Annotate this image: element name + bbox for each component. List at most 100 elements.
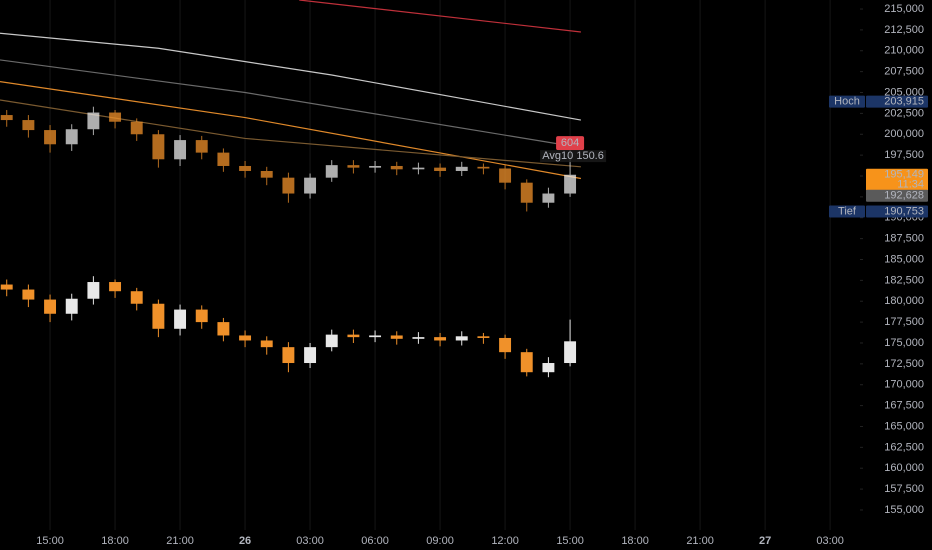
- x-tick-label: 15:00: [556, 535, 584, 547]
- candle-body: [477, 336, 490, 338]
- x-tick-label: 15:00: [36, 535, 64, 547]
- candle-body: [520, 182, 533, 203]
- y-tick-label: 210,000: [884, 45, 924, 57]
- candle-body: [195, 140, 208, 153]
- moving-average-line: [0, 32, 582, 121]
- candle-body: [347, 165, 360, 168]
- candle-body: [174, 309, 187, 329]
- candle-body: [282, 177, 295, 194]
- candle-body: [217, 322, 230, 336]
- candle-body: [564, 341, 577, 364]
- candle-body: [412, 167, 425, 170]
- candle-body: [455, 166, 468, 171]
- y-tick-label: 160,000: [884, 462, 924, 474]
- y-tick-label: 172,500: [884, 358, 924, 370]
- candle-body: [499, 337, 512, 353]
- candle-body: [542, 193, 555, 203]
- y-tick-label: 155,000: [884, 504, 924, 516]
- candle-body: [520, 352, 533, 373]
- y-tick-label: 175,000: [884, 337, 924, 349]
- candle-body: [130, 291, 143, 304]
- y-tick-label: 187,500: [884, 233, 924, 245]
- x-tick-label: 21:00: [166, 535, 194, 547]
- candle-body: [130, 121, 143, 135]
- candle-body: [369, 335, 382, 338]
- candle-set: [0, 106, 577, 212]
- badge-bg: [556, 136, 585, 151]
- x-tick-label: 18:00: [101, 535, 129, 547]
- candle-body: [87, 282, 100, 299]
- candle-body: [434, 167, 447, 171]
- y-tick-label: 167,500: [884, 400, 924, 412]
- x-tick-label: 18:00: [621, 535, 649, 547]
- y-tick-label: 180,000: [884, 295, 924, 307]
- candle-body: [44, 130, 57, 145]
- price-label-bg: [866, 168, 928, 191]
- candle-body: [152, 303, 165, 329]
- y-tick-label: 157,500: [884, 483, 924, 495]
- moving-average-line: [0, 99, 581, 168]
- price-label-name-bg: [829, 205, 865, 218]
- price-label: 195,149: [884, 169, 924, 181]
- badge-text: 604: [561, 137, 579, 149]
- candle-body: [65, 129, 78, 145]
- candle-body: [239, 165, 252, 171]
- price-label-bg: [866, 95, 928, 108]
- price-label: 190,753: [884, 205, 924, 217]
- candle-body: [22, 289, 35, 300]
- candle-body: [195, 309, 208, 323]
- y-tick-label: 182,500: [884, 274, 924, 286]
- y-tick-label: 207,500: [884, 66, 924, 78]
- candle-body: [325, 334, 338, 348]
- candle-body: [499, 168, 512, 183]
- candle-body: [369, 165, 382, 168]
- candle-body: [477, 166, 490, 169]
- candle-body: [564, 174, 577, 194]
- candle-body: [109, 112, 122, 122]
- candle-body: [304, 347, 317, 364]
- candle-body: [347, 334, 360, 338]
- candle-body: [65, 298, 78, 314]
- x-tick-label: 03:00: [296, 535, 324, 547]
- candle-body: [325, 165, 338, 178]
- candle-body: [0, 115, 13, 121]
- avg-bg: [540, 150, 607, 163]
- y-tick-label: 170,000: [884, 379, 924, 391]
- price-label-name-bg: [829, 95, 865, 108]
- x-tick-label: 21:00: [686, 535, 714, 547]
- y-tick-label: 197,500: [884, 149, 924, 161]
- candle-set: [0, 276, 577, 378]
- candle-body: [455, 336, 468, 341]
- avg-text: Avg10 150.6: [542, 150, 604, 162]
- candle-body: [87, 112, 100, 130]
- candle-body: [390, 335, 403, 339]
- candle-body: [390, 165, 403, 170]
- candle-body: [22, 120, 35, 131]
- y-tick-label: 165,000: [884, 420, 924, 432]
- moving-average-line: [299, 0, 581, 33]
- candle-body: [434, 337, 447, 341]
- y-tick-label: 205,000: [884, 86, 924, 98]
- candle-body: [260, 340, 273, 348]
- candle-body: [239, 335, 252, 341]
- candle-body: [282, 347, 295, 364]
- candle-body: [542, 363, 555, 373]
- price-label-bg: [866, 205, 928, 218]
- x-tick-label: 09:00: [426, 535, 454, 547]
- price-label-name: Tief: [838, 205, 857, 217]
- price-label: 203,915: [884, 95, 924, 107]
- price-label-name: Hoch: [834, 95, 860, 107]
- x-tick-label: 27: [759, 535, 771, 547]
- y-tick-label: 212,500: [884, 24, 924, 36]
- candle-body: [260, 170, 273, 178]
- moving-average-line: [0, 59, 582, 149]
- candle-body: [304, 177, 317, 194]
- y-tick-label: 200,000: [884, 128, 924, 140]
- price-label: 192,628: [884, 190, 924, 202]
- price-label-bg: [866, 189, 928, 202]
- candle-body: [109, 282, 122, 292]
- x-tick-label: 12:00: [491, 535, 519, 547]
